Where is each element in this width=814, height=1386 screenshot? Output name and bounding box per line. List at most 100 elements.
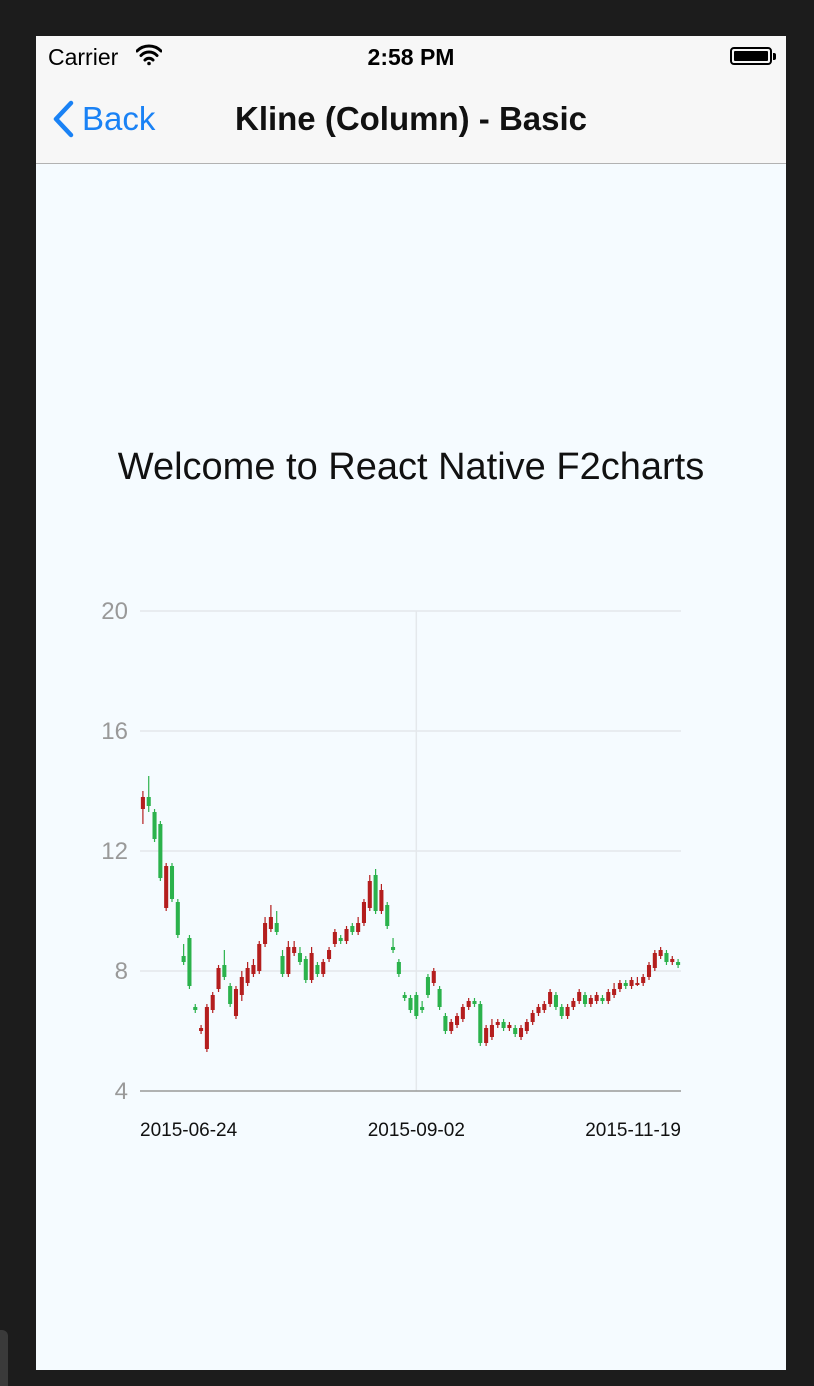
candle-body (187, 938, 192, 986)
candle-body (373, 875, 378, 911)
candle-body (152, 812, 157, 839)
chevron-left-icon (53, 100, 74, 138)
candle-body (431, 971, 436, 983)
x-tick-label: 2015-06-24 (140, 1120, 238, 1141)
page-title: Kline (Column) - Basic (234, 100, 588, 137)
candle-body (158, 824, 163, 878)
candle-body (164, 866, 169, 908)
candle-body (612, 989, 617, 995)
candle-body (391, 947, 396, 950)
candle-body (239, 977, 244, 995)
candle-body (396, 962, 401, 974)
candle-body (443, 1016, 448, 1031)
candle-body (327, 950, 332, 959)
candle-body (460, 1007, 465, 1019)
candle-body (228, 986, 233, 1004)
candle-body (175, 902, 180, 935)
candle-body (513, 1028, 518, 1034)
candle-body (507, 1025, 512, 1028)
candle-body (518, 1028, 524, 1037)
back-button-label: Back (82, 100, 156, 137)
candle-body (350, 926, 355, 932)
candle-body (542, 1004, 547, 1010)
candle-body (361, 902, 366, 923)
candle-body (646, 965, 652, 977)
candle-body (210, 995, 215, 1010)
candle-body (292, 947, 297, 953)
candle-body (536, 1007, 541, 1013)
candle-body (309, 953, 314, 980)
candle-body (280, 956, 285, 974)
back-button[interactable]: Back (52, 94, 155, 144)
candle-body (268, 917, 273, 929)
candle-body (606, 992, 611, 1001)
candle-body (216, 968, 221, 989)
candle-body (577, 992, 582, 1001)
candle-body (524, 1022, 529, 1031)
candle-body (652, 953, 657, 968)
candle-body (193, 1007, 198, 1010)
x-tick-label: 2015-09-02 (368, 1120, 465, 1141)
candle-body (664, 953, 669, 962)
y-tick-label: 20 (101, 598, 128, 625)
candle-body (670, 959, 675, 962)
candle-body (588, 998, 593, 1004)
candle-body (332, 932, 337, 944)
candle-body (204, 1007, 209, 1049)
candle-body (559, 1007, 564, 1016)
candle-body (385, 905, 390, 926)
candle-body (367, 881, 372, 908)
candle-body (379, 890, 384, 911)
candle-body (140, 797, 145, 809)
candle-body (169, 866, 175, 899)
device-frame-edge (0, 1330, 8, 1386)
candle-body (489, 1025, 494, 1037)
candle-body (548, 992, 553, 1004)
candle-body (565, 1007, 570, 1016)
candle-body (629, 980, 634, 986)
candle-body (303, 959, 308, 980)
candle-body (617, 983, 622, 989)
candle-body (344, 929, 349, 941)
wifi-icon (135, 44, 163, 72)
candle-body (658, 950, 663, 956)
candle-body (414, 995, 419, 1016)
candle-body (338, 938, 343, 941)
candle-body (257, 944, 262, 971)
navigation-bar: Back Kline (Column) - Basic (36, 76, 786, 164)
candle-body (286, 947, 291, 974)
candle-body (251, 965, 256, 974)
candle-body (571, 1001, 576, 1007)
candle-body (455, 1016, 460, 1025)
candle-body (478, 1004, 483, 1043)
battery-icon (730, 47, 776, 65)
candle-body (420, 1007, 425, 1010)
candle-body (274, 923, 279, 932)
candle-body (449, 1022, 454, 1031)
candle-body (315, 965, 320, 974)
y-tick-label: 8 (115, 958, 128, 985)
candle-body (425, 977, 430, 995)
candle-body (495, 1022, 500, 1025)
candle-body (472, 1001, 477, 1004)
carrier-label: Carrier (48, 44, 119, 70)
welcome-text: Welcome to React Native F2charts (117, 446, 705, 488)
candle-body (553, 995, 558, 1007)
candle-body (181, 956, 186, 962)
candle-body (623, 983, 628, 986)
kline-chart[interactable]: 4 8 12 16 20 2015-06-24 2015-09-02 2015-11-19 (36, 36, 786, 1370)
candle-body (233, 989, 239, 1016)
candle-body (222, 965, 227, 977)
candle-body (356, 923, 361, 932)
candle-body (321, 962, 326, 974)
device-screen: Carrier 2:58 PM Back Kline (Column) - Ba… (36, 36, 786, 1370)
candle-body (245, 968, 250, 983)
candle-body (600, 998, 605, 1001)
candle-body (199, 1028, 204, 1031)
x-tick-label: 2015-11-19 (585, 1120, 681, 1141)
candle-body (530, 1013, 535, 1022)
candle-body (484, 1028, 489, 1043)
status-bar: Carrier 2:58 PM (36, 36, 786, 76)
candle-body (408, 998, 413, 1010)
y-tick-label: 4 (115, 1078, 128, 1105)
